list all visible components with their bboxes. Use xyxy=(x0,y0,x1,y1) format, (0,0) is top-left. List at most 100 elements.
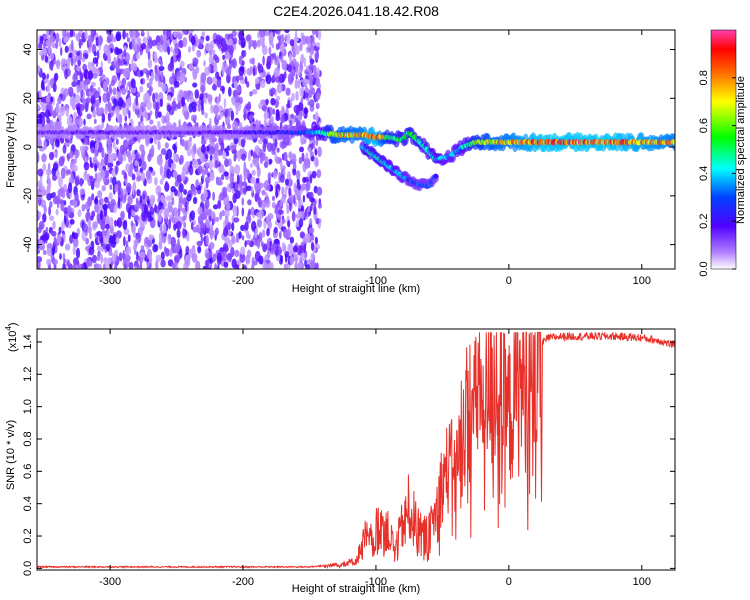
heatmap-cell xyxy=(289,236,294,244)
heatmap-cell xyxy=(215,142,219,152)
heatmap-cell xyxy=(106,243,111,252)
heatmap-cell xyxy=(170,46,173,53)
heatmap-cell xyxy=(41,153,47,163)
heatmap-cell xyxy=(176,229,181,239)
heatmap-cell xyxy=(276,83,283,94)
heatmap-cell xyxy=(37,168,44,177)
heatmap-cell xyxy=(304,158,311,169)
heatmap-cell xyxy=(224,209,230,218)
heatmap-cell xyxy=(91,67,98,73)
heatmap-cell xyxy=(120,210,125,221)
heatmap-cell xyxy=(144,204,149,215)
heatmap-cell xyxy=(58,176,63,188)
heatmap-cell xyxy=(281,242,285,252)
heatmap-cell xyxy=(262,104,268,112)
heatmap-cell xyxy=(142,68,149,74)
heatmap-cell xyxy=(127,96,131,107)
heatmap-cell xyxy=(295,91,299,101)
heatmap-cell xyxy=(91,254,97,264)
heatmap-cell xyxy=(295,73,298,80)
heatmap-cell xyxy=(84,30,88,40)
heatmap-cell xyxy=(286,205,290,215)
heatmap-cell xyxy=(65,169,72,175)
heatmap-cell xyxy=(85,237,89,245)
heatmap-cell xyxy=(151,170,156,176)
heatmap-cell xyxy=(94,202,100,213)
heatmap-cell xyxy=(318,198,322,205)
heatmap-cell xyxy=(197,165,203,175)
heatmap-cell xyxy=(255,177,260,184)
heatmap-cell xyxy=(304,92,309,98)
heatmap-cell xyxy=(200,231,203,238)
heatmap-cell xyxy=(53,236,57,246)
heatmap-cell xyxy=(314,51,319,61)
colorbar-tick-label: 0.8 xyxy=(698,70,710,85)
heatmap-cell xyxy=(109,83,112,93)
heatmap-cell xyxy=(99,209,103,221)
heatmap-cell xyxy=(79,177,83,187)
snr-x-label: Height of straight line (km) xyxy=(292,583,420,595)
heatmap-cell xyxy=(63,36,68,44)
heatmap-cell xyxy=(297,78,301,89)
heatmap-cell xyxy=(227,158,232,167)
heatmap-cell xyxy=(97,190,103,199)
y-tick-label: 20 xyxy=(22,92,34,104)
heatmap-cell xyxy=(141,30,145,35)
heatmap-cell xyxy=(68,52,73,59)
heatmap-cell xyxy=(186,193,192,202)
heatmap-cell xyxy=(205,234,209,246)
heatmap-cell xyxy=(316,186,323,196)
heatmap-cell xyxy=(112,87,117,96)
heatmap-cell xyxy=(251,256,255,267)
heatmap-cell xyxy=(81,56,86,63)
heatmap-cell xyxy=(61,188,66,199)
heatmap-cell xyxy=(223,227,229,237)
heatmap-cell xyxy=(110,47,113,54)
heatmap-cell xyxy=(149,194,156,206)
heatmap-cell xyxy=(152,244,158,253)
heatmap-cell xyxy=(132,102,136,112)
colorbar-gradient xyxy=(710,29,737,270)
heatmap-cell xyxy=(222,243,229,252)
snr-panel: -300 -200 -100 0 100 0.0 0.2 0.4 0.6 0.8 1.0 1.2 1.… xyxy=(4,322,676,595)
heatmap-cell xyxy=(308,227,315,234)
heatmap-cell xyxy=(301,87,304,98)
y-tick-label: 1.4 xyxy=(22,334,34,349)
heatmap-cell xyxy=(288,151,292,159)
heatmap-cell xyxy=(165,160,169,168)
heatmap-cell xyxy=(142,36,148,45)
figure-title: C2E4.2026.041.18.42.R08 xyxy=(273,3,439,19)
heatmap-cell xyxy=(258,182,264,189)
heatmap-cell xyxy=(245,254,251,265)
snr-y-multiplier-base: (x10 xyxy=(7,331,19,352)
heatmap-cell xyxy=(292,245,298,253)
colorbar-tick-label: 0.2 xyxy=(698,214,710,229)
heatmap-cell xyxy=(56,234,62,244)
heatmap-cell xyxy=(72,245,77,256)
heatmap-cell xyxy=(66,205,72,215)
heatmap-cell xyxy=(174,80,180,88)
heatmap-cell xyxy=(102,80,108,92)
heatmap-cell xyxy=(37,256,43,263)
heatmap-cell xyxy=(91,193,95,201)
heatmap-cell xyxy=(184,30,188,36)
heatmap-cell xyxy=(212,83,217,91)
heatmap-cell xyxy=(236,102,242,112)
heatmap-cell xyxy=(252,66,256,77)
heatmap-cell xyxy=(107,162,114,168)
heatmap-cell xyxy=(139,50,143,56)
heatmap-cell xyxy=(297,211,302,218)
heatmap-cell xyxy=(193,114,197,121)
heatmap-cell xyxy=(235,264,240,269)
heatmap-cell xyxy=(78,38,82,49)
heatmap-cell xyxy=(296,219,300,228)
heatmap-cell xyxy=(193,57,199,66)
heatmap-cell xyxy=(271,42,275,49)
heatmap-cell xyxy=(66,260,70,267)
heatmap-cell xyxy=(146,239,153,248)
heatmap-cell xyxy=(162,30,166,36)
heatmap-cell xyxy=(269,115,274,125)
heatmap-cell xyxy=(291,210,296,222)
heatmap-cell xyxy=(156,155,163,166)
heatmap-cell xyxy=(74,94,81,104)
